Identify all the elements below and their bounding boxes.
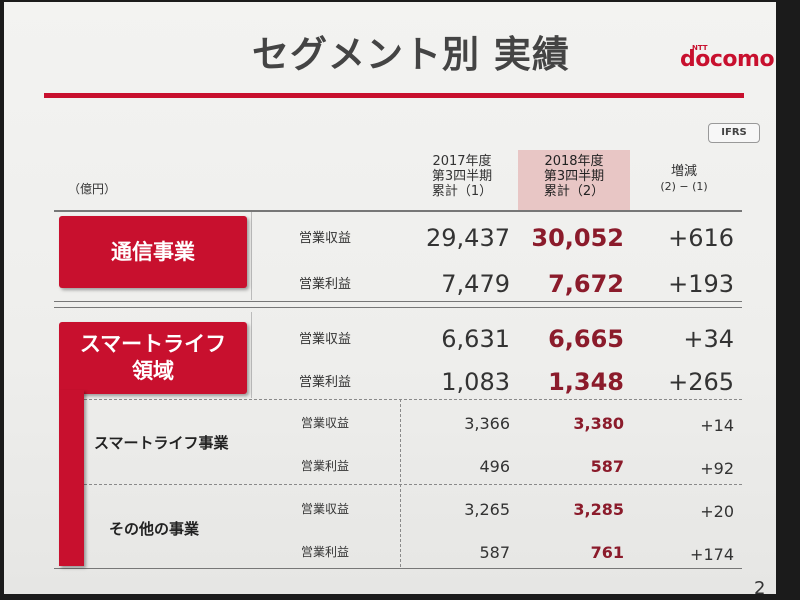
section-divider (54, 301, 742, 308)
table-bottom-rule (54, 568, 742, 569)
telecom-profit-2017: 7,479 (441, 270, 510, 298)
telecom-revenue-label: 営業収益 (299, 231, 352, 246)
subsegment-other-business-label: その他の事業 (109, 520, 200, 538)
column-header-2018-cumulative: 累計（2） (543, 184, 605, 199)
sub1-profit-2017: 496 (479, 457, 510, 476)
row-divider-dashed (84, 399, 742, 400)
sub1-revenue-2017: 3,366 (464, 414, 510, 433)
unit-label: （億円） (68, 182, 117, 196)
column-divider (251, 212, 252, 300)
segment-telecom-label: 通信事業 (59, 216, 247, 288)
sub1-profit-2018: 587 (590, 457, 624, 476)
column-header-diff-formula: (2) − (1) (660, 180, 708, 193)
column-header-2017: 2017年度 第3四半期 累計（1） (412, 154, 512, 199)
smartlife-revenue-label: 営業収益 (299, 332, 352, 347)
smartlife-profit-label: 営業利益 (299, 375, 352, 390)
column-header-diff-label: 増減 (670, 164, 697, 179)
docomo-logo: docomo (680, 47, 775, 72)
smartlife-revenue-2018: 6,665 (548, 325, 624, 353)
sub2-profit-label: 営業利益 (301, 545, 350, 559)
column-header-diff: 増減 (2) − (1) (644, 164, 724, 194)
subsegment-smartlife-business-label: スマートライフ事業 (94, 434, 229, 452)
row-divider-dashed (84, 484, 742, 485)
presentation-slide: セグメント別 実績 NTT docomo IFRS （億円） 2017年度 第3… (4, 2, 776, 594)
sub1-revenue-label: 営業収益 (301, 416, 350, 430)
column-divider-dashed (400, 399, 401, 567)
telecom-revenue-2018: 30,052 (531, 224, 624, 252)
segment-smartlife-bracket (59, 390, 84, 566)
ifrs-badge: IFRS (708, 123, 760, 143)
telecom-revenue-2017: 29,437 (426, 224, 510, 252)
column-header-2018-period: 第3四半期 (543, 169, 605, 184)
segment-smartlife-label-line2: 領域 (132, 359, 174, 383)
smartlife-profit-2018: 1,348 (548, 368, 624, 396)
sub2-revenue-diff: +20 (700, 502, 734, 521)
telecom-revenue-diff: +616 (668, 224, 734, 252)
column-header-2017-year: 2017年度 (432, 154, 492, 169)
sub1-revenue-2018: 3,380 (573, 414, 624, 433)
smartlife-profit-diff: +265 (668, 368, 734, 396)
column-header-2018-year: 2018年度 (544, 154, 604, 169)
column-header-2017-cumulative: 累計（1） (431, 184, 493, 199)
smartlife-revenue-diff: +34 (683, 325, 734, 353)
segment-smartlife-label: スマートライフ 領域 (59, 322, 247, 394)
header-rule (54, 210, 742, 212)
page-number: 2 (754, 578, 766, 594)
sub2-profit-diff: +174 (690, 545, 734, 564)
column-divider (251, 312, 252, 398)
ntt-logo-text: NTT (692, 44, 708, 52)
sub1-revenue-diff: +14 (700, 416, 734, 435)
smartlife-revenue-2017: 6,631 (441, 325, 510, 353)
sub2-profit-2017: 587 (479, 543, 510, 562)
telecom-profit-label: 営業利益 (299, 277, 352, 292)
sub1-profit-diff: +92 (700, 459, 734, 478)
sub2-revenue-2018: 3,285 (573, 500, 624, 519)
title-divider (44, 93, 744, 98)
column-header-2018: 2018年度 第3四半期 累計（2） (518, 154, 630, 199)
telecom-profit-diff: +193 (668, 270, 734, 298)
telecom-profit-2018: 7,672 (548, 270, 624, 298)
segment-smartlife-label-line1: スマートライフ (79, 332, 227, 356)
smartlife-profit-2017: 1,083 (441, 368, 510, 396)
slide-title: セグメント別 実績 (252, 33, 570, 76)
column-highlight-2018 (518, 150, 630, 212)
sub2-revenue-label: 営業収益 (301, 502, 350, 516)
sub1-profit-label: 営業利益 (301, 459, 350, 473)
sub2-revenue-2017: 3,265 (464, 500, 510, 519)
column-header-2017-period: 第3四半期 (431, 169, 493, 184)
sub2-profit-2018: 761 (590, 543, 624, 562)
